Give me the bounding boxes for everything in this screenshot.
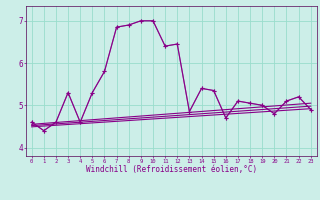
X-axis label: Windchill (Refroidissement éolien,°C): Windchill (Refroidissement éolien,°C) xyxy=(86,165,257,174)
